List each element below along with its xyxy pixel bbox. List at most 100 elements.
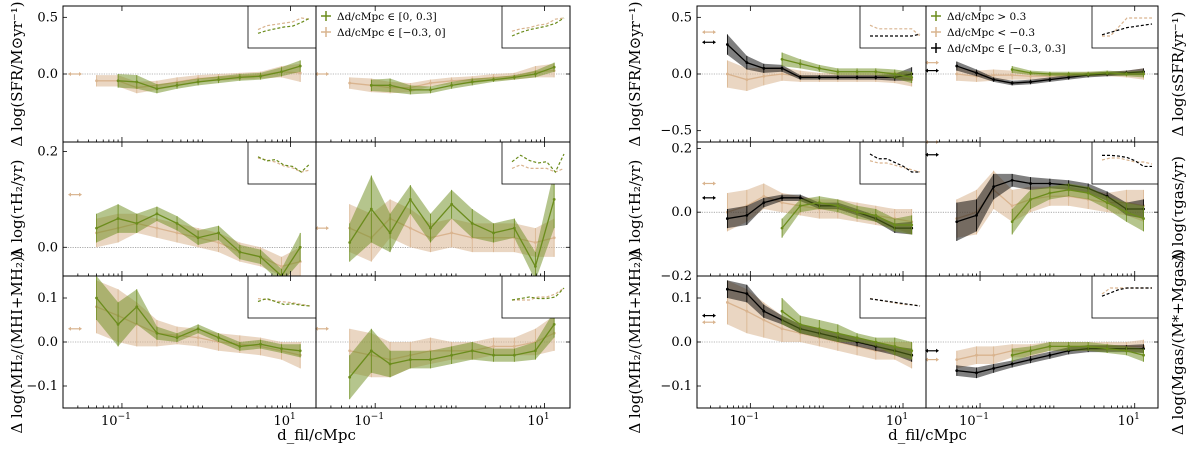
data-point-black (745, 292, 749, 295)
y-axis-label: Δ log(sSFR/yr⁻¹) (1169, 11, 1187, 136)
data-point-tan (450, 231, 454, 235)
y-tick-label: 0.2 (671, 141, 692, 156)
panel-plot-area (926, 170, 1158, 241)
data-point-green (874, 70, 878, 74)
data-point-green (1124, 210, 1128, 214)
inset-box (859, 141, 927, 185)
offset-arrow-tan (68, 326, 82, 331)
data-point-green (470, 80, 474, 84)
error-band-green (118, 60, 301, 94)
data-point-green (155, 212, 159, 216)
data-point-black (855, 76, 859, 79)
data-point-black (955, 220, 959, 224)
data-point-black (780, 66, 784, 70)
inset-box (247, 275, 317, 319)
offset-arrow-tan (68, 72, 82, 76)
error-band-green (782, 196, 912, 238)
data-point-tan (955, 72, 959, 76)
y-axis-label: Δ log(MH₂/(MHI+MH₂)) (8, 250, 26, 433)
offset-arrow-tan (702, 181, 716, 186)
offset-arrow-black (925, 68, 939, 73)
data-point-black (725, 287, 729, 291)
data-point-tan (1029, 74, 1032, 78)
data-point-black (1048, 78, 1052, 82)
data-point-tan (745, 78, 749, 82)
x-tick-label: 10−1 (354, 412, 384, 429)
data-point-tan (1010, 204, 1014, 208)
data-point-green (429, 226, 432, 230)
data-point-green (552, 323, 556, 326)
x-tick-base: 10 (354, 414, 371, 429)
data-point-black (762, 309, 766, 313)
x-tick-exp: 1 (290, 412, 296, 422)
data-point-black (798, 196, 802, 200)
inset-line-black (869, 298, 921, 307)
x-tick-base: 10 (273, 414, 290, 429)
data-point-green (1142, 72, 1145, 76)
data-point-green (874, 340, 878, 344)
data-point-green (298, 64, 302, 68)
offset-arrow-tan (702, 320, 716, 325)
data-point-green (1048, 345, 1052, 348)
offset-arrow-black (925, 152, 939, 157)
offset-arrow-tan (315, 72, 329, 76)
data-point-green (836, 204, 840, 208)
data-point-green (512, 76, 516, 79)
data-point-green (280, 347, 283, 350)
inset-box (501, 275, 571, 319)
data-point-tan (780, 327, 784, 331)
data-point-green (259, 342, 262, 346)
y-tick-label: 0.2 (37, 145, 58, 160)
data-point-tan (298, 71, 302, 75)
data-point-tan (992, 353, 996, 357)
x-tick-exp: 1 (1134, 412, 1140, 422)
inset-line-tan (1102, 17, 1152, 37)
data-point-black (975, 71, 978, 75)
data-point-black (836, 76, 840, 79)
y-axis-label: Δ log(SFR/M⊙yr⁻¹) (8, 1, 26, 146)
y-tick-label: 0.0 (671, 335, 692, 350)
offset-arrow-tan (68, 192, 82, 197)
data-point-black (1010, 362, 1014, 366)
data-point-green (217, 78, 221, 82)
y-tick-label: −0.1 (26, 379, 58, 394)
inset-line-black (1102, 154, 1152, 168)
legend-label: Δd/cMpc > 0.3 (947, 11, 1026, 23)
data-point-black (992, 367, 996, 370)
data-point-green (780, 309, 784, 313)
y-axis-label: Δ log(τH₂/yr) (8, 160, 26, 259)
error-band-green (782, 298, 912, 360)
x-tick-label: 10−1 (729, 412, 759, 429)
legend-label: Δd/cMpc ∈ [−0.3, 0.3] (947, 43, 1066, 55)
data-point-green (817, 327, 821, 331)
data-point-black (1029, 182, 1032, 185)
panel-plot-area (63, 276, 316, 369)
data-point-black (975, 213, 978, 217)
inset-line-green (511, 287, 565, 301)
data-point-green (280, 70, 283, 74)
data-point-black (780, 196, 784, 200)
data-point-green (408, 88, 412, 92)
data-point-green (388, 231, 392, 235)
panel-r1-c0: 0.2 0.0 Δ log(τH₂/yr) (8, 141, 317, 277)
panel-r1-c2: 0.2 0.0 −0.2 Δ log(τH₂/yr) (626, 141, 927, 284)
x-tick-base: 10 (886, 414, 903, 429)
inset-line-black (870, 33, 921, 37)
y-tick-label: −0.5 (660, 124, 692, 139)
offset-arrow-tan (315, 326, 329, 331)
y-axis-label: Δ log(MH₂/(MHI+MH₂)) (626, 250, 644, 433)
data-point-green (874, 213, 878, 217)
data-point-green (196, 327, 200, 331)
data-point-green (1086, 191, 1090, 195)
data-point-green (492, 78, 495, 82)
data-point-green (217, 231, 221, 235)
data-point-green (817, 201, 821, 205)
data-point-green (155, 331, 159, 335)
data-point-green (238, 76, 242, 79)
series-line-green (781, 310, 912, 352)
data-point-green (408, 198, 412, 201)
data-point-green (1067, 345, 1071, 348)
data-point-green (492, 231, 495, 235)
data-point-green (135, 305, 139, 309)
